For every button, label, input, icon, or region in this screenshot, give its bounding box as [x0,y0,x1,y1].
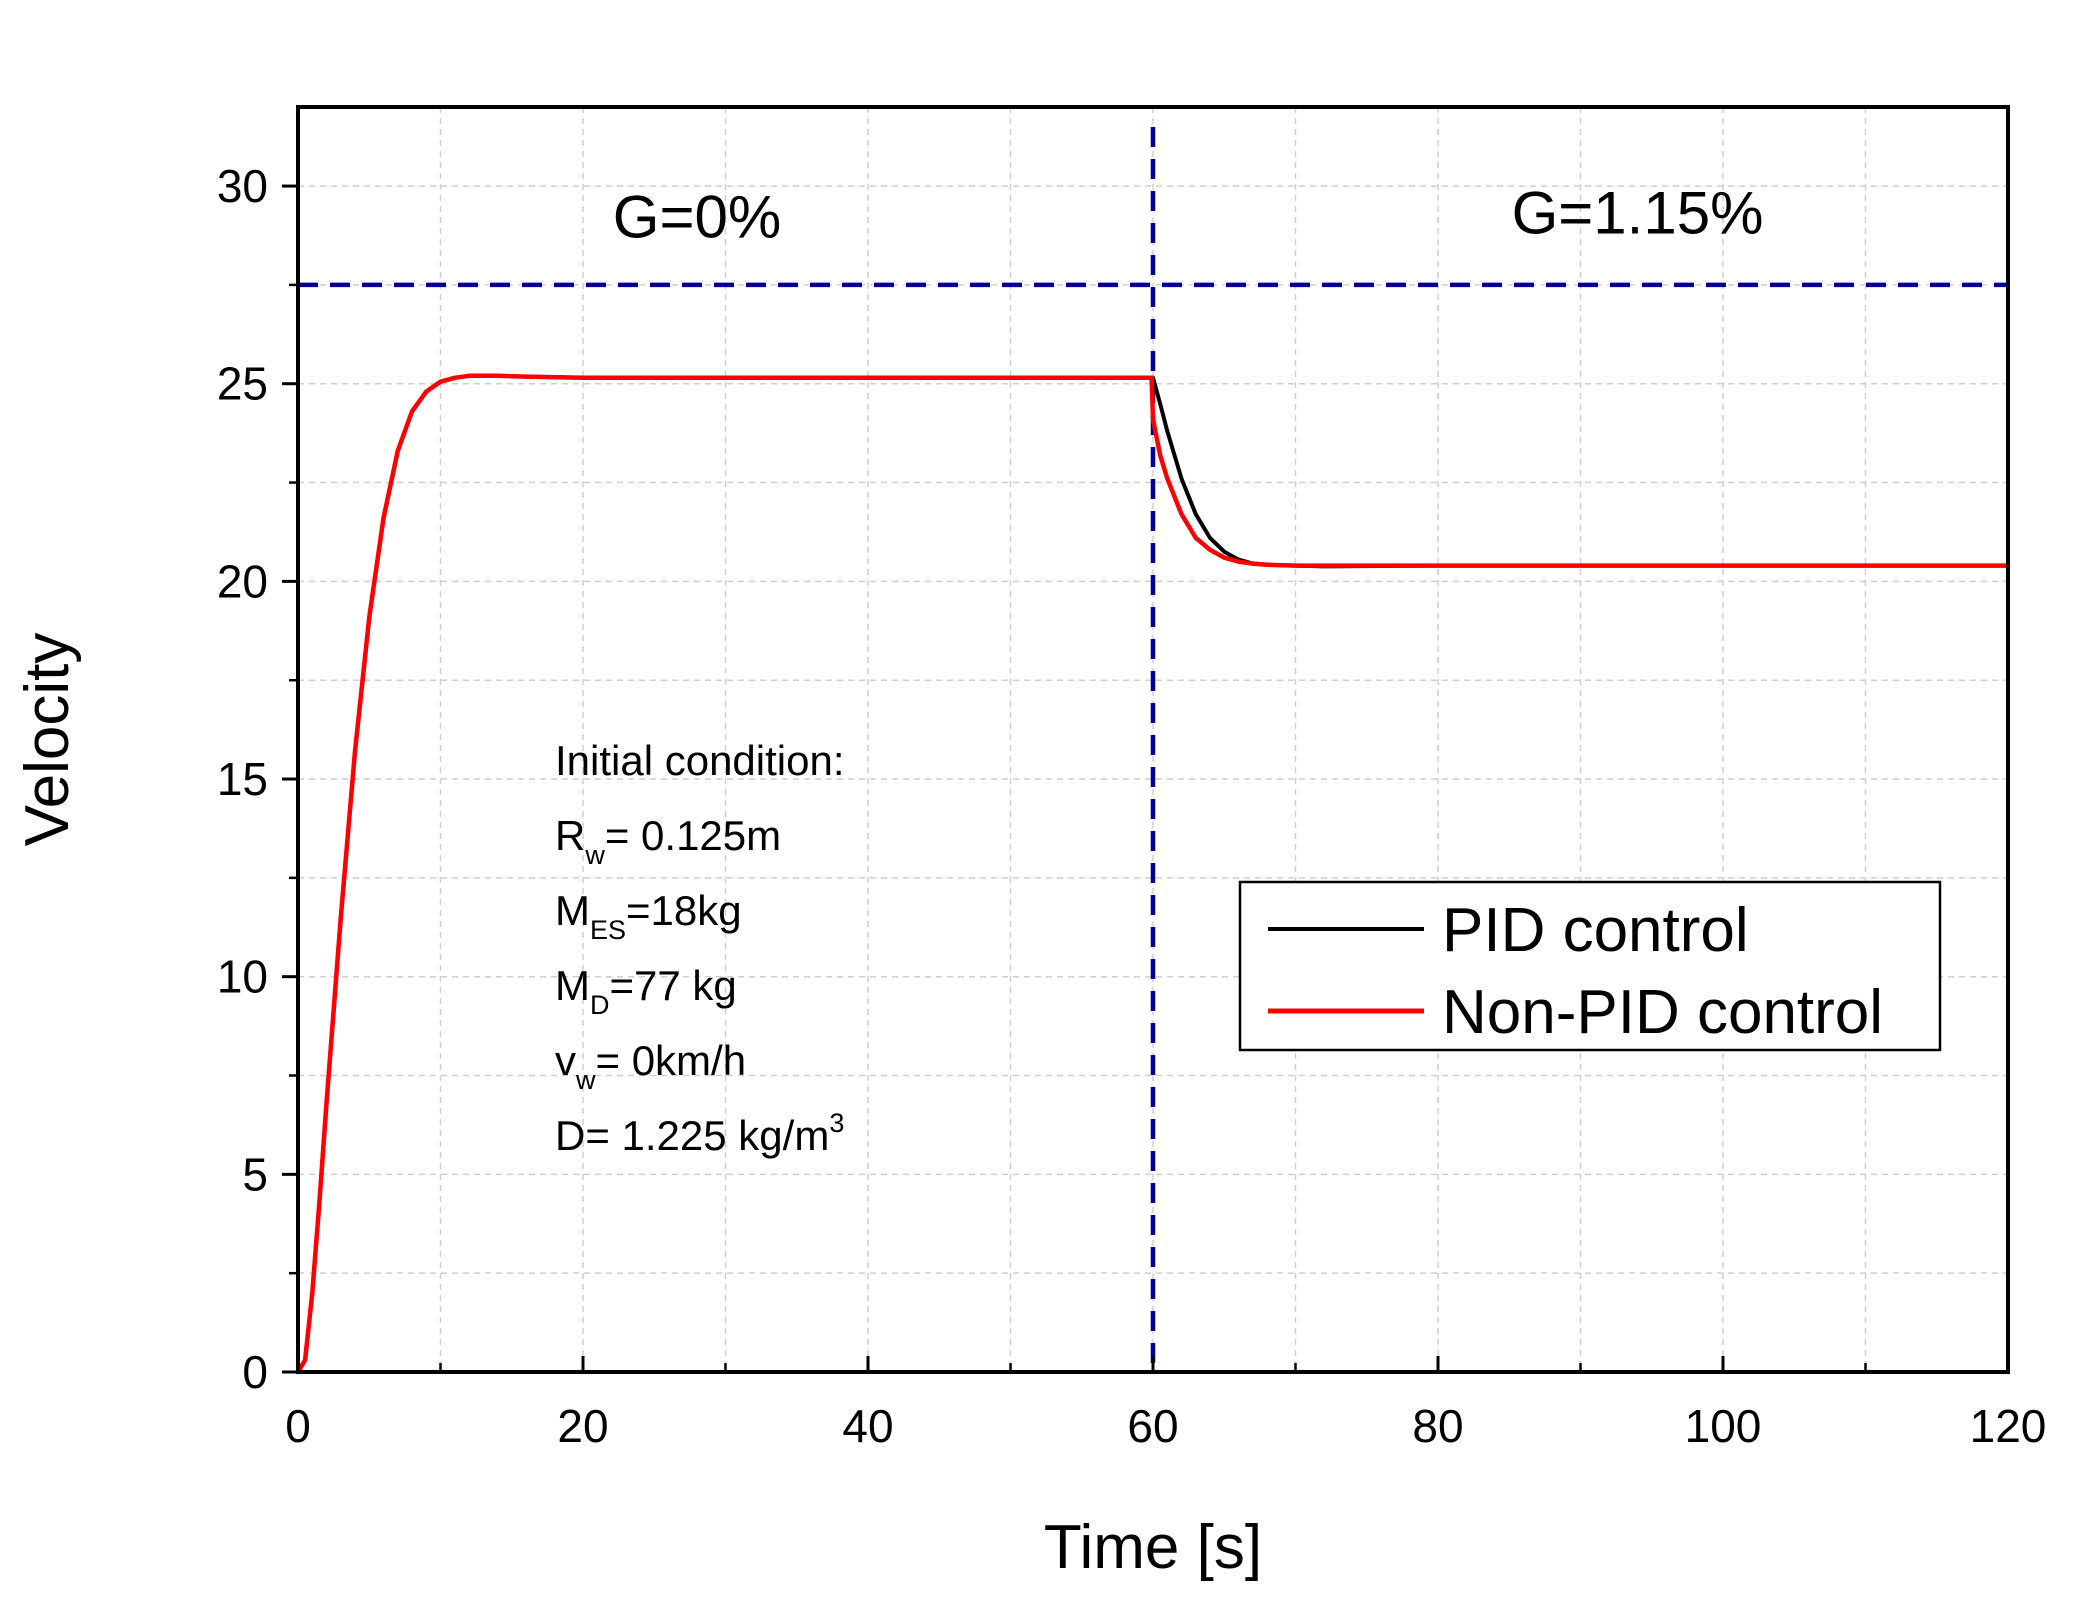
annotation-line-vw: vw= 0km/h [555,1037,746,1095]
annotation-text-rw-2: = 0.125m [605,812,781,859]
annotation-text-density-1: 3 [829,1108,844,1138]
y-tick-label: 5 [242,1148,268,1200]
annotation-line-md: MD=77 kg [555,962,737,1020]
x-tick-label: 60 [1127,1400,1178,1452]
annotation-text-md-2: =77 kg [610,962,737,1009]
annotation-text-density-0: D= 1.225 kg/m [555,1112,829,1159]
region-label-grade-1-15: G=1.15% [1512,180,1764,247]
region-label-grade-0: G=0% [613,183,781,250]
annotation-text-mes-0: M [555,887,590,934]
annotation-text-rw-1: w [584,840,605,870]
annotation-text-md-1: D [590,990,610,1020]
annotation-text-rw-0: R [555,812,585,859]
annotation-line-heading: Initial condition: [555,737,845,784]
annotation-text-mes-1: ES [590,915,626,945]
annotation-text-md-0: M [555,962,590,1009]
annotation-line-mes: MES=18kg [555,887,742,945]
annotation-text-vw-0: v [555,1037,576,1084]
annotation-text-vw-1: w [575,1065,596,1095]
series-line-non-pid [295,373,2011,1375]
x-tick-label: 80 [1412,1400,1463,1452]
y-axis-title: Velocity [13,633,82,847]
series-lines [295,373,2011,1375]
x-tick-label: 20 [557,1400,608,1452]
annotation-line-density: D= 1.225 kg/m3 [555,1108,844,1159]
y-tick-label: 25 [217,358,268,410]
x-tick-label: 0 [285,1400,311,1452]
legend-label-pid: PID control [1442,896,1749,965]
initial-condition-annotation: Initial condition:Rw= 0.125mMES=18kgMD=7… [555,737,845,1159]
legend: PID control Non-PID control [1238,880,1942,1052]
x-tick-label: 40 [842,1400,893,1452]
axis-ticks: 0 20 40 60 80 100 120 0 5 10 15 20 25 30 [217,160,2047,1452]
y-tick-label: 10 [217,951,268,1003]
y-tick-label: 15 [217,753,268,805]
x-tick-label: 120 [1970,1400,2047,1452]
y-tick-label: 20 [217,555,268,607]
legend-box [1238,880,1942,1052]
annotation-text-vw-2: = 0km/h [596,1037,747,1084]
y-tick-label: 0 [242,1346,268,1398]
x-tick-label: 100 [1685,1400,1762,1452]
legend-label-non-pid: Non-PID control [1442,978,1883,1047]
x-axis-title: Time [s] [1044,1513,1262,1582]
annotation-text-mes-2: =18kg [626,887,742,934]
reference-lines [298,127,2008,1372]
annotation-text-heading-0: Initial condition: [555,737,845,784]
annotation-line-rw: Rw= 0.125m [555,812,781,870]
y-tick-label: 30 [217,160,268,212]
